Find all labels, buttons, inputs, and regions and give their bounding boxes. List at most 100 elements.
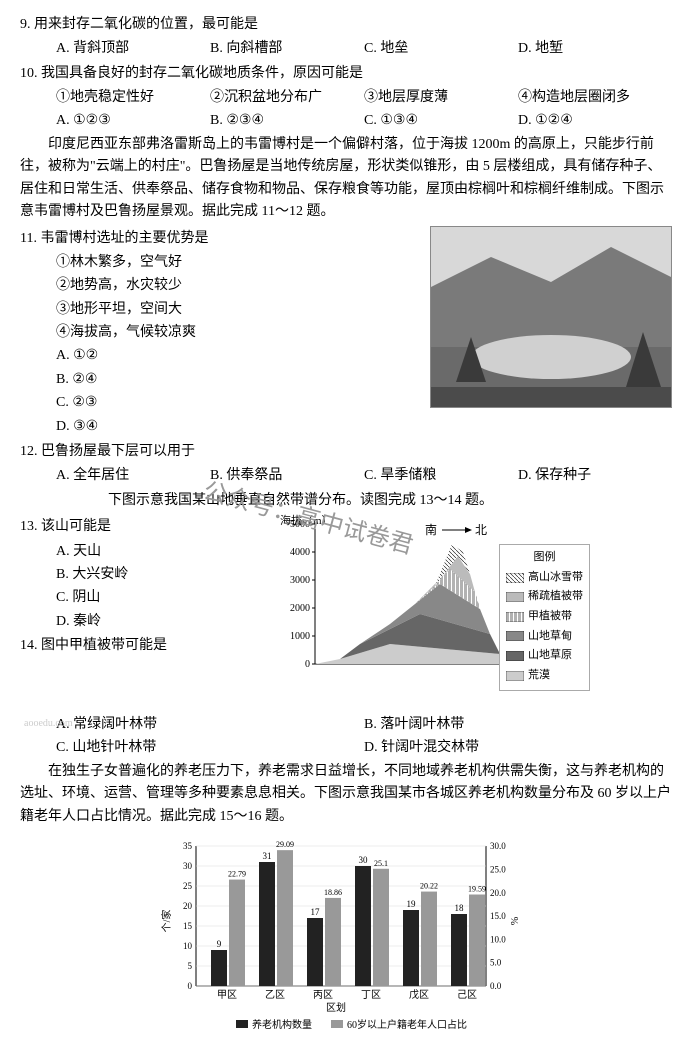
q14-opt-a: A. 常绿阔叶林带 <box>56 714 364 736</box>
q12-opt-a: A. 全年居住 <box>56 465 210 487</box>
q13-options: A. 天山 B. 大兴安岭 C. 阴山 D. 秦岭 <box>20 541 240 634</box>
q10-opt-c: C. ①③④ <box>364 110 518 132</box>
svg-text:19: 19 <box>407 899 417 909</box>
q11-opt-c: C. ②③ <box>56 392 422 414</box>
mchart-legend-item: 高山冰雪带 <box>506 569 583 587</box>
bar-count <box>259 862 275 986</box>
passage-2: 印度尼西亚东部弗洛雷斯岛上的韦雷博村是一个偏僻村落，位于海拔 1200m 的高原… <box>20 134 672 224</box>
bar-count <box>307 918 323 986</box>
q14-opt-d: D. 针阔叶混交林带 <box>364 737 672 759</box>
bar-pct <box>421 892 437 986</box>
bchart-cat: 己区 <box>457 989 477 1001</box>
bar-pct <box>277 850 293 986</box>
bar-count <box>355 866 371 986</box>
q11-opt-a: A. ①② <box>56 345 422 367</box>
mchart-legend-item: 山地草甸 <box>506 628 583 646</box>
bar-chart: 05101520253035 0.05.010.015.020.025.030.… <box>156 836 536 1036</box>
q9-opt-a: A. 背斜顶部 <box>56 38 210 60</box>
svg-text:31: 31 <box>263 851 272 861</box>
q11-s3: ③地形平坦，空间大 <box>56 299 422 321</box>
bchart-yl-tick: 5 <box>188 961 193 971</box>
bchart-cat: 丙区 <box>313 989 333 1001</box>
q12-opt-b: B. 供奉祭品 <box>210 465 364 487</box>
q13-opt-d: D. 秦岭 <box>56 611 240 633</box>
mchart-ytick: 3000 <box>290 575 310 586</box>
bchart-yl-tick: 20 <box>183 901 193 911</box>
mchart-north: 北 <box>475 523 487 537</box>
mchart-legend: 图例 高山冰雪带稀疏植被带甲植被带山地草甸山地草原荒漠 <box>499 544 590 691</box>
q13-opt-b: B. 大兴安岭 <box>56 564 240 586</box>
bchart-cat: 甲区 <box>217 989 237 1001</box>
bchart-legend1: 养老机构数量 <box>252 1018 312 1031</box>
q11-s2: ②地势高，水灾较少 <box>56 275 422 297</box>
bar-count <box>403 910 419 986</box>
mchart-legend-item: 山地草原 <box>506 647 583 665</box>
q10-s3: ③地层厚度薄 <box>364 87 518 109</box>
svg-text:19.59: 19.59 <box>468 885 486 894</box>
q12-opt-d: D. 保存种子 <box>518 465 672 487</box>
watermark-aooedu: aooedu.com <box>24 716 73 732</box>
q9-opt-c: C. 地垒 <box>364 38 518 60</box>
mchart-legend-item: 甲植被带 <box>506 608 583 626</box>
bchart-yr-tick: 20.0 <box>490 888 506 898</box>
mchart-south: 南 <box>425 522 437 537</box>
q9-stem: 9. 用来封存二氧化碳的位置，最可能是 <box>20 14 672 36</box>
bchart-yr-tick: 15.0 <box>490 911 506 921</box>
q10-s1: ①地壳稳定性好 <box>56 87 210 109</box>
q11-sub: ①林木繁多，空气好 ②地势高，水灾较少 ③地形平坦，空间大 ④海拔高，气候较凉爽… <box>20 252 422 438</box>
svg-text:17: 17 <box>311 907 321 917</box>
mchart-ytick: 1000 <box>290 631 310 642</box>
q12-options: A. 全年居住 B. 供奉祭品 C. 旱季储粮 D. 保存种子 <box>20 465 672 487</box>
bar-pct <box>325 898 341 986</box>
q14-stem: 14. 图中甲植被带可能是 <box>20 635 240 657</box>
bar-count <box>211 950 227 986</box>
bchart-yl-tick: 0 <box>188 981 193 991</box>
mountain-chart: 海拔（m） 010002000300040005000 南 北 图例 高山冰雪带… <box>280 514 580 714</box>
q11-opt-d: D. ③④ <box>56 416 422 438</box>
q10-opt-b: B. ②③④ <box>210 110 364 132</box>
passage-3: 下图示意我国某山地垂直自然带谱分布。读图完成 13～14 题。 <box>20 490 672 512</box>
q13-stem: 13. 该山可能是 <box>20 516 240 538</box>
bar-pct <box>469 895 485 986</box>
bchart-cat: 乙区 <box>265 989 285 1001</box>
svg-text:22.79: 22.79 <box>228 870 246 879</box>
svg-text:25.1: 25.1 <box>374 859 388 868</box>
q10-opt-d: D. ①②④ <box>518 110 672 132</box>
mchart-legend-item: 稀疏植被带 <box>506 588 583 606</box>
mchart-legend-title: 图例 <box>506 549 583 567</box>
q11-s4: ④海拔高，气候较凉爽 <box>56 322 422 344</box>
q9-opt-b: B. 向斜槽部 <box>210 38 364 60</box>
bchart-yl-tick: 15 <box>183 921 193 931</box>
bchart-yr-tick: 25.0 <box>490 865 506 875</box>
bchart-yr-tick: 0.0 <box>490 981 502 991</box>
q10-s2: ②沉积盆地分布广 <box>210 87 364 109</box>
bar-count <box>451 914 467 986</box>
bchart-yl-tick: 25 <box>183 881 193 891</box>
q10-options: A. ①②③ B. ②③④ C. ①③④ D. ①②④ <box>20 110 672 132</box>
q13-opt-c: C. 阴山 <box>56 587 240 609</box>
bchart-yl-tick: 10 <box>183 941 193 951</box>
bchart-yr-tick: 10.0 <box>490 935 506 945</box>
svg-text:30: 30 <box>359 855 369 865</box>
q11-stem: 11. 韦雷博村选址的主要优势是 <box>20 228 422 250</box>
bar-pct <box>229 880 245 986</box>
bar-pct <box>373 869 389 986</box>
village-photo <box>430 226 672 408</box>
q11-s1: ①林木繁多，空气好 <box>56 252 422 274</box>
bchart-legend2: 60岁以上户籍老年人口占比 <box>347 1018 467 1031</box>
q14-opt-b: B. 落叶阔叶林带 <box>364 714 672 736</box>
mchart-ytick: 2000 <box>290 603 310 614</box>
svg-text:9: 9 <box>217 939 222 949</box>
svg-text:18.86: 18.86 <box>324 888 342 897</box>
passage-4: 在独生子女普遍化的养老压力下，养老需求日益增长，不同地域养老机构供需失衡，这与养… <box>20 761 672 828</box>
bchart-yr: % <box>510 917 521 925</box>
q12-stem: 12. 巴鲁扬屋最下层可以用于 <box>20 441 672 463</box>
bchart-yl: 个/家 <box>160 910 173 933</box>
svg-text:20.22: 20.22 <box>420 882 438 891</box>
q10-sub: ①地壳稳定性好 ②沉积盆地分布广 ③地层厚度薄 ④构造地层圈闭多 <box>20 87 672 109</box>
bchart-cat: 丁区 <box>361 989 381 1001</box>
bchart-yr-tick: 30.0 <box>490 841 506 851</box>
q14-options-ab: A. 常绿阔叶林带 B. 落叶阔叶林带 <box>20 714 672 736</box>
svg-text:29.09: 29.09 <box>276 840 294 849</box>
q10-stem: 10. 我国具备良好的封存二氧化碳地质条件，原因可能是 <box>20 63 672 85</box>
